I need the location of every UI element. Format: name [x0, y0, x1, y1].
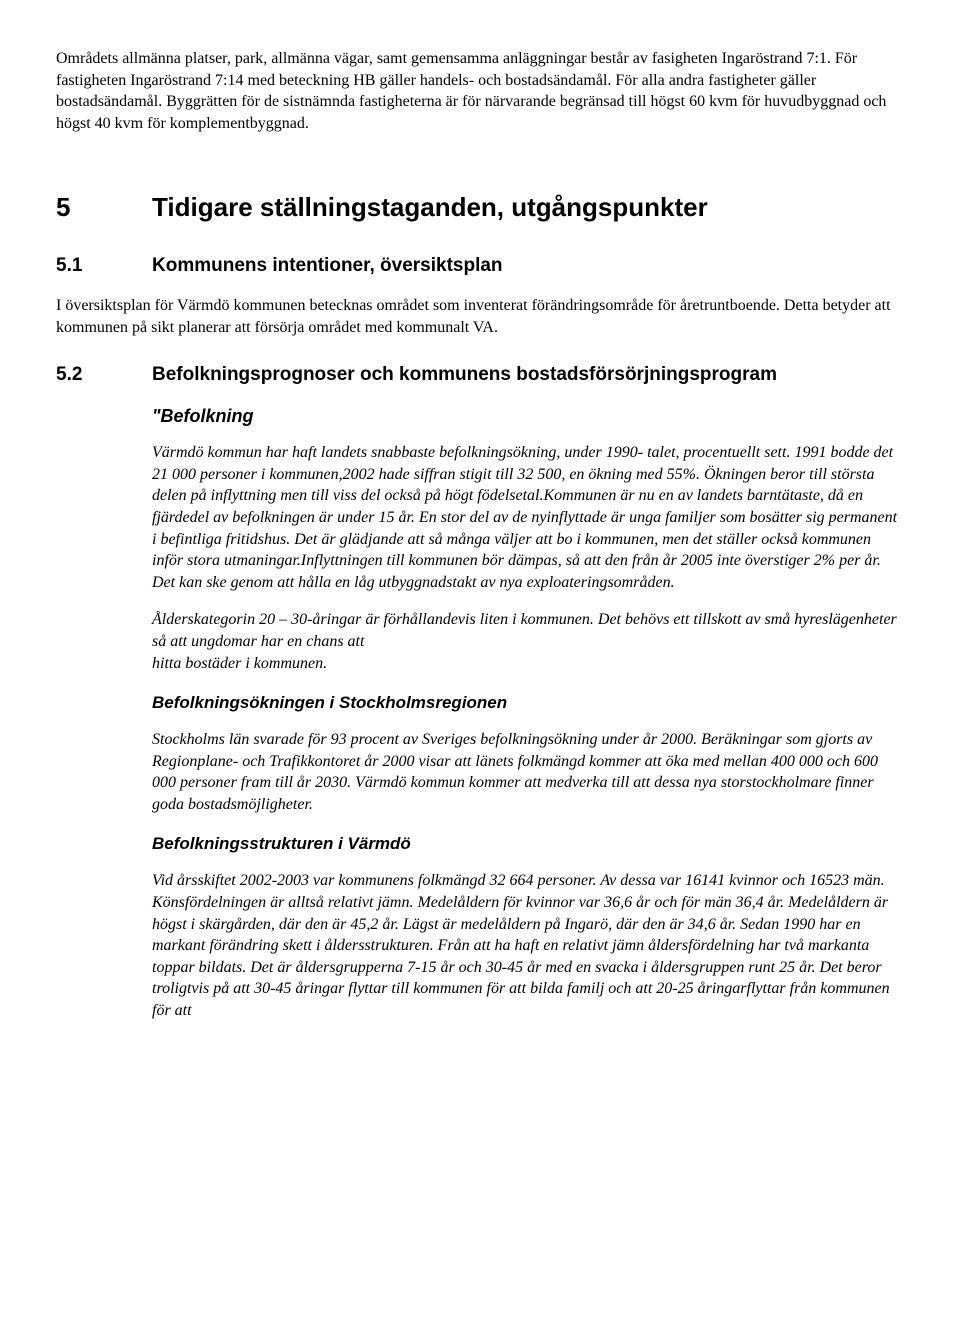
- section-5-2-title: Befolkningsprognoser och kommunens bosta…: [152, 362, 777, 388]
- sub-befolkning-p1: Värmdö kommun har haft landets snabbaste…: [152, 442, 904, 593]
- sub-befolkning-title: "Befolkning: [152, 404, 904, 428]
- intro-paragraph: Områdets allmänna platser, park, allmänn…: [56, 48, 904, 134]
- sub-stockholm-body: Stockholms län svarade för 93 procent av…: [152, 729, 904, 815]
- sub-varmdo-body: Vid årsskiftet 2002-2003 var kommunens f…: [152, 870, 904, 1021]
- sub-stockholm-title: Befolkningsökningen i Stockholmsregionen: [152, 692, 904, 715]
- sub-befolkning-p2: Ålderskategorin 20 – 30-åringar är förhå…: [152, 609, 904, 674]
- section-5-2-number: 5.2: [56, 362, 152, 388]
- section-5-number: 5: [56, 190, 152, 225]
- section-5-title: Tidigare ställningstaganden, utgångspunk…: [152, 190, 708, 225]
- sub-varmdo-title: Befolkningsstrukturen i Värmdö: [152, 833, 904, 856]
- section-5-1-title: Kommunens intentioner, översiktsplan: [152, 253, 503, 279]
- section-5-2-content: "Befolkning Värmdö kommun har haft lande…: [152, 404, 904, 1022]
- section-5-1-heading: 5.1 Kommunens intentioner, översiktsplan: [56, 253, 904, 279]
- section-5-heading: 5 Tidigare ställningstaganden, utgångspu…: [56, 190, 904, 225]
- section-5-2-heading: 5.2 Befolkningsprognoser och kommunens b…: [56, 362, 904, 388]
- section-5-1-body: I översiktsplan för Värmdö kommunen bete…: [56, 295, 904, 338]
- section-5-1-number: 5.1: [56, 253, 152, 279]
